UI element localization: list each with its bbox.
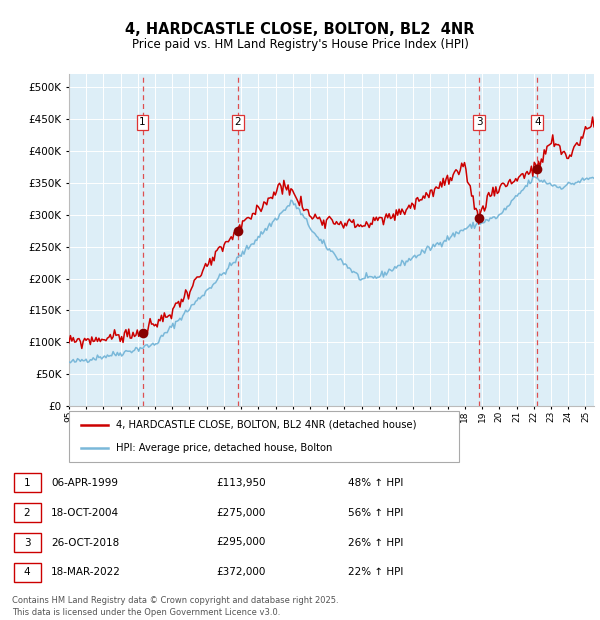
Text: 1: 1 — [139, 117, 146, 127]
Text: 06-APR-1999: 06-APR-1999 — [51, 478, 118, 488]
Text: 4: 4 — [534, 117, 541, 127]
FancyBboxPatch shape — [69, 411, 459, 462]
Text: 4, HARDCASTLE CLOSE, BOLTON, BL2  4NR: 4, HARDCASTLE CLOSE, BOLTON, BL2 4NR — [125, 22, 475, 37]
FancyBboxPatch shape — [14, 563, 41, 582]
Text: 26% ↑ HPI: 26% ↑ HPI — [348, 538, 403, 547]
Text: £275,000: £275,000 — [216, 508, 265, 518]
Text: 22% ↑ HPI: 22% ↑ HPI — [348, 567, 403, 577]
Text: 18-MAR-2022: 18-MAR-2022 — [51, 567, 121, 577]
Text: 26-OCT-2018: 26-OCT-2018 — [51, 538, 119, 547]
Text: 4, HARDCASTLE CLOSE, BOLTON, BL2 4NR (detached house): 4, HARDCASTLE CLOSE, BOLTON, BL2 4NR (de… — [116, 420, 416, 430]
Text: £372,000: £372,000 — [216, 567, 265, 577]
Text: 3: 3 — [476, 117, 482, 127]
Text: 56% ↑ HPI: 56% ↑ HPI — [348, 508, 403, 518]
Text: 2: 2 — [23, 508, 31, 518]
FancyBboxPatch shape — [14, 474, 41, 492]
Text: 3: 3 — [23, 538, 31, 547]
Text: 1: 1 — [23, 478, 31, 488]
Text: Contains HM Land Registry data © Crown copyright and database right 2025.
This d: Contains HM Land Registry data © Crown c… — [12, 596, 338, 617]
Text: HPI: Average price, detached house, Bolton: HPI: Average price, detached house, Bolt… — [116, 443, 332, 453]
Text: 18-OCT-2004: 18-OCT-2004 — [51, 508, 119, 518]
Text: 2: 2 — [235, 117, 241, 127]
Text: £295,000: £295,000 — [216, 538, 265, 547]
FancyBboxPatch shape — [14, 533, 41, 552]
Text: 48% ↑ HPI: 48% ↑ HPI — [348, 478, 403, 488]
Text: Price paid vs. HM Land Registry's House Price Index (HPI): Price paid vs. HM Land Registry's House … — [131, 38, 469, 51]
Text: £113,950: £113,950 — [216, 478, 266, 488]
Text: 4: 4 — [23, 567, 31, 577]
FancyBboxPatch shape — [14, 503, 41, 522]
